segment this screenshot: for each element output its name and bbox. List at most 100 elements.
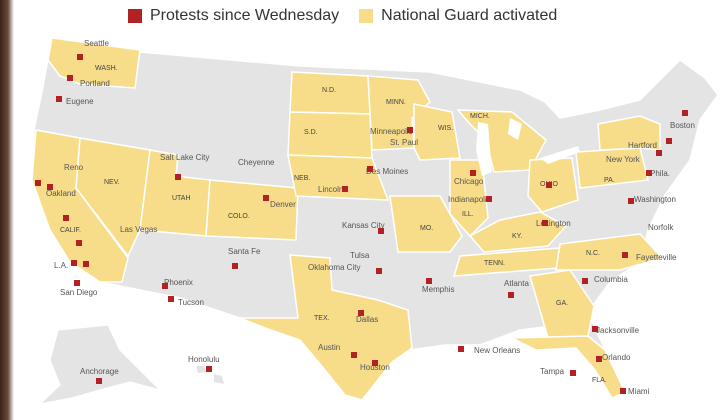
- protest-marker: [77, 54, 83, 60]
- protest-marker: [232, 263, 238, 269]
- protest-marker: [426, 278, 432, 284]
- illinois-state: [449, 159, 489, 238]
- colorado-state: [205, 179, 299, 241]
- city-labels: Seattle Portland Eugene Reno Oakland Sal…: [46, 39, 695, 396]
- city-label: Chicago: [454, 177, 484, 186]
- state-label: FLA.: [592, 377, 607, 384]
- protest-marker: [622, 252, 628, 258]
- texas-state: [239, 254, 413, 401]
- protest-marker: [76, 240, 82, 246]
- city-label: Salt Lake City: [160, 153, 209, 162]
- georgia-state: [529, 269, 595, 339]
- city-label: Denver: [270, 200, 296, 209]
- protest-marker: [358, 310, 364, 316]
- city-label: Reno: [64, 163, 84, 172]
- city-label: Norfolk: [648, 223, 674, 232]
- hawaii: [196, 366, 224, 384]
- legend-item-protests: Protests since Wednesday: [128, 7, 339, 25]
- city-label: L.A.: [54, 261, 68, 270]
- protest-marker: [96, 378, 102, 384]
- protest-marker: [646, 170, 652, 176]
- city-label: Honolulu: [188, 355, 220, 364]
- alaska: [38, 324, 163, 405]
- city-label: Columbia: [594, 275, 628, 284]
- protest-marker: [486, 196, 492, 202]
- city-label: Atlanta: [504, 279, 529, 288]
- protest-marker: [35, 180, 41, 186]
- city-label: Anchorage: [80, 367, 119, 376]
- city-label: Lincoln: [318, 185, 343, 194]
- protest-marker: [56, 96, 62, 102]
- minnesota-state: [367, 75, 431, 151]
- city-label: Oakland: [46, 189, 76, 198]
- state-label: KY.: [512, 233, 522, 240]
- city-label: Memphis: [422, 285, 454, 294]
- legend-label-protests: Protests since Wednesday: [150, 7, 340, 24]
- city-label: Phoenix: [164, 278, 193, 287]
- protest-marker: [74, 280, 80, 286]
- city-label: Dallas: [356, 315, 378, 324]
- lake-huron: [508, 118, 522, 140]
- protest-marker: [682, 110, 688, 116]
- city-label: Orlando: [602, 353, 631, 362]
- state-label: UTAH: [172, 195, 191, 202]
- city-label: San Diego: [60, 288, 98, 297]
- state-label: NEV.: [104, 179, 120, 186]
- protest-marker: [628, 198, 634, 204]
- city-label: Tulsa: [350, 251, 370, 260]
- protest-marker: [67, 75, 73, 81]
- state-label: CALIF.: [60, 227, 81, 234]
- city-label: Houston: [360, 363, 390, 372]
- state-label: COLO.: [228, 213, 250, 220]
- state-label: WASH.: [95, 65, 118, 72]
- protest-marker: [47, 184, 53, 190]
- lake-michigan: [476, 122, 492, 176]
- protest-marker: [407, 127, 413, 133]
- city-label: Las Vegas: [120, 225, 157, 234]
- protest-markers: [35, 54, 688, 394]
- lake-erie: [540, 146, 580, 164]
- city-label: Des Moines: [366, 167, 408, 176]
- city-label: Boston: [670, 121, 695, 130]
- state-label: MICH.: [470, 113, 490, 120]
- protest-marker: [342, 186, 348, 192]
- protest-marker: [666, 138, 672, 144]
- city-label: Cheyenne: [238, 158, 275, 167]
- state-label: S.D.: [304, 129, 318, 136]
- legend-label-guard: National Guard activated: [381, 7, 558, 24]
- protest-marker: [592, 326, 598, 332]
- ohio-state: [527, 157, 579, 213]
- nebraska-state: [287, 154, 390, 201]
- city-label: Jacksonville: [596, 326, 640, 335]
- city-label: Fayetteville: [636, 253, 677, 262]
- protest-marker: [542, 220, 548, 226]
- protest-marker: [206, 366, 212, 372]
- state-label: N.D.: [322, 87, 336, 94]
- state-label: ILL.: [462, 211, 474, 218]
- protest-marker: [71, 260, 77, 266]
- state-label: GA.: [556, 300, 568, 307]
- protest-marker: [175, 174, 181, 180]
- state-label: WIS.: [438, 125, 453, 132]
- missouri-state: [389, 195, 463, 253]
- protest-marker: [162, 283, 168, 289]
- state-label: PA.: [604, 177, 615, 184]
- protest-marker: [367, 166, 373, 172]
- state-label: N.C.: [586, 250, 600, 257]
- protest-marker: [83, 261, 89, 267]
- protest-marker: [470, 170, 476, 176]
- legend-item-guard: National Guard activated: [359, 7, 557, 25]
- state-label: NEB.: [294, 175, 310, 182]
- wisconsin-state: [413, 103, 461, 161]
- protest-marker: [656, 150, 662, 156]
- south-dakota-state: [287, 111, 373, 159]
- protest-marker: [508, 292, 514, 298]
- great-lakes: [476, 118, 580, 176]
- protest-marker: [596, 356, 602, 362]
- city-label: Lexington: [536, 219, 571, 228]
- protest-marker: [570, 370, 576, 376]
- protest-marker: [378, 228, 384, 234]
- city-label: Washington: [634, 195, 676, 204]
